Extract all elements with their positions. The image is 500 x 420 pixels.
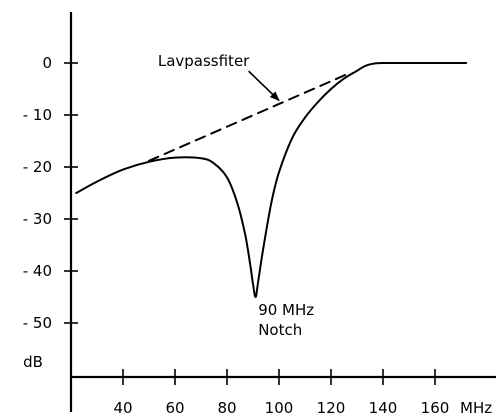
- y-tick-label: - 10: [23, 106, 52, 124]
- series-layer: [75, 61, 468, 299]
- lowpass-annotation-arrow: [248, 70, 280, 102]
- response-curve: [75, 61, 468, 299]
- x-tick-label: 140: [369, 399, 398, 417]
- lowpass-annotation-label: Lavpassfiter: [158, 52, 250, 70]
- x-tick-label: 60: [165, 399, 184, 417]
- x-tick-label: 160: [421, 399, 450, 417]
- lowpass-reference-line: [148, 73, 348, 162]
- notch-annotation-label: Notch: [258, 321, 302, 339]
- y-tick-label: - 20: [23, 158, 52, 176]
- x-unit-label: MHz: [460, 399, 492, 417]
- annotations: Lavpassfiter 90 MHz Notch: [158, 52, 314, 339]
- x-tick-label: 120: [317, 399, 346, 417]
- axes: [69, 12, 496, 412]
- y-tick-label: - 30: [23, 210, 52, 228]
- y-unit-label: dB: [23, 353, 43, 371]
- y-tick-label: 0: [42, 54, 52, 72]
- x-tick-label: 100: [265, 399, 294, 417]
- notch-annotation-label: 90 MHz: [258, 301, 314, 319]
- y-ticks: 0 - 10 - 20 - 30 - 40 - 50 dB: [23, 54, 78, 371]
- x-ticks: 40 60 80 100 120 140 160 MHz: [113, 369, 492, 417]
- y-tick-label: - 50: [23, 314, 52, 332]
- x-tick-label: 40: [113, 399, 132, 417]
- y-tick-label: - 40: [23, 262, 52, 280]
- x-tick-label: 80: [217, 399, 236, 417]
